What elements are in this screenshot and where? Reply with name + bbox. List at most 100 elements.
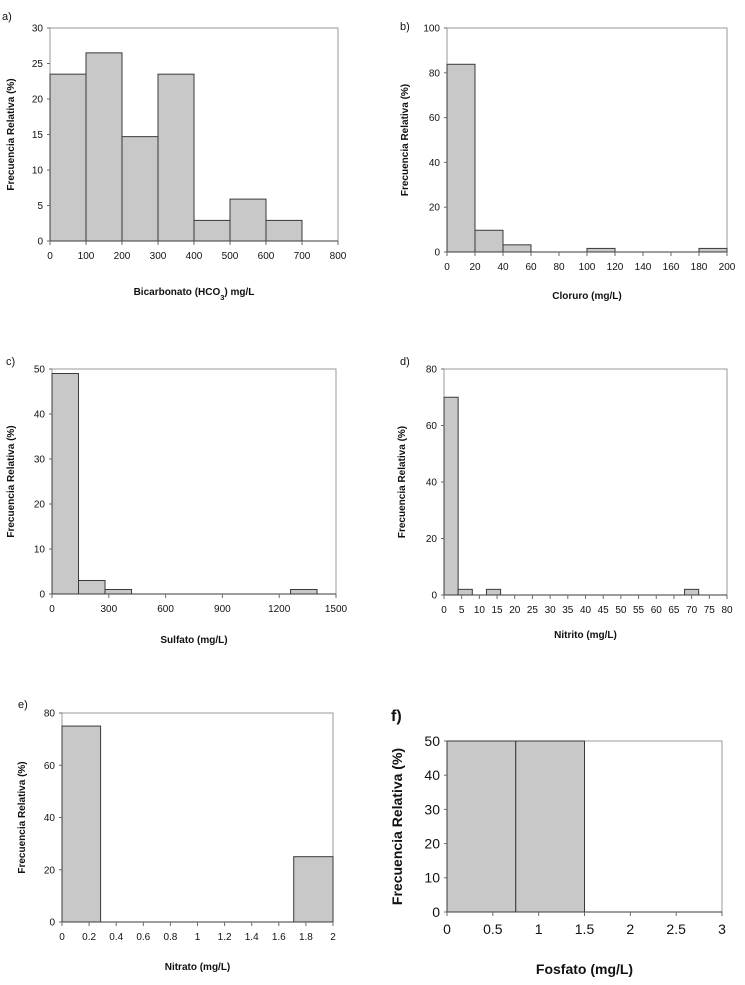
x-tick-label: 0 — [444, 262, 450, 273]
y-tick-label: 60 — [429, 113, 441, 124]
panel-label: c) — [6, 356, 15, 368]
panel-label: a) — [2, 11, 12, 23]
y-tick-label: 30 — [32, 24, 44, 35]
x-tick-label: 100 — [579, 262, 596, 273]
plot-frame — [446, 27, 728, 253]
histogram-bar — [85, 52, 123, 242]
x-tick-label: 1.8 — [299, 932, 313, 943]
x-tick-label: 300 — [100, 604, 117, 615]
y-tick-label: 40 — [34, 410, 46, 421]
y-tick-label: 40 — [429, 158, 441, 169]
y-tick-label: 20 — [32, 95, 44, 106]
histogram-bar — [193, 219, 231, 242]
y-tick-label: 50 — [34, 365, 46, 376]
x-axis-label: Fosfato (mg/L) — [536, 961, 633, 977]
histogram-bar — [485, 588, 502, 596]
histogram-bar — [446, 63, 476, 253]
x-tick-label: 0 — [443, 921, 451, 937]
chart-a: 0 100 200 300 400 500 600 700 800 0 5 10 15 20 25 30 Fre… — [2, 11, 347, 302]
x-axis-label: Nitrito (mg/L) — [554, 630, 617, 641]
x-tick-label: 10 — [474, 605, 486, 616]
histogram-bar — [78, 580, 106, 595]
x-tick-label: 140 — [635, 262, 652, 273]
x-tick-label: 0 — [49, 604, 55, 615]
x-tick-label: 80 — [721, 605, 733, 616]
y-tick-label: 60 — [44, 761, 56, 772]
x-tick-label: 55 — [633, 605, 645, 616]
panel-label: e) — [18, 699, 28, 711]
histogram-bar — [293, 856, 334, 923]
x-tick-label: 15 — [492, 605, 504, 616]
panel-label: f) — [391, 708, 402, 725]
y-tick-label: 0 — [49, 918, 55, 929]
x-tick-label: 65 — [668, 605, 680, 616]
y-axis-label: Frecuencia Relativa (%) — [400, 84, 411, 196]
y-tick-label: 0 — [434, 248, 440, 259]
histogram-bar — [49, 73, 87, 242]
y-tick-label: 0 — [39, 590, 45, 601]
x-tick-label: 80 — [553, 262, 565, 273]
x-tick-label: 800 — [330, 251, 347, 262]
y-tick-label: 0 — [37, 237, 43, 248]
x-tick-label: 1.2 — [218, 932, 232, 943]
plot-frame — [61, 712, 334, 923]
y-tick-label: 40 — [426, 478, 438, 489]
x-tick-label: 600 — [157, 604, 174, 615]
x-tick-label: 400 — [186, 251, 203, 262]
histogram-bar — [121, 136, 159, 242]
histogram-bar — [446, 740, 517, 913]
y-tick-label: 0 — [432, 904, 440, 920]
y-tick-label: 30 — [424, 801, 440, 817]
x-tick-label: 25 — [527, 605, 539, 616]
x-tick-label: 40 — [497, 262, 509, 273]
histogram-bar — [698, 247, 728, 253]
x-tick-label: 30 — [545, 605, 557, 616]
y-tick-label: 20 — [44, 865, 56, 876]
histogram-bar — [457, 588, 473, 596]
x-tick-label: 60 — [651, 605, 663, 616]
x-tick-label: 0 — [441, 605, 447, 616]
histogram-bar — [502, 244, 532, 253]
x-tick-label: 0.5 — [483, 921, 503, 937]
x-tick-label: 600 — [258, 251, 275, 262]
histogram-bar — [290, 589, 318, 595]
panel-label: d) — [400, 356, 410, 368]
y-tick-label: 80 — [429, 68, 441, 79]
y-axis-label: Frecuencia Relativa (%) — [6, 78, 17, 190]
y-axis-label: Frecuencia Relativa (%) — [397, 426, 408, 538]
y-axis-label: Frecuencia Relativa (%) — [17, 761, 28, 873]
chart-b: 0 20 40 60 80 100 120 140 160 180 200 0 20 40 60 80 100 F… — [400, 21, 736, 302]
x-tick-label: 3 — [718, 921, 726, 937]
histogram-bar — [61, 725, 102, 923]
y-tick-label: 30 — [34, 455, 46, 466]
x-tick-label: 2 — [330, 932, 336, 943]
x-tick-label: 2.5 — [666, 921, 686, 937]
x-tick-label: 1.4 — [245, 932, 259, 943]
x-tick-label: 500 — [222, 251, 239, 262]
y-tick-label: 20 — [424, 836, 440, 852]
histogram-bar — [51, 373, 80, 595]
x-tick-label: 20 — [509, 605, 521, 616]
x-tick-label: 20 — [469, 262, 481, 273]
x-tick-label: 40 — [580, 605, 592, 616]
y-tick-label: 40 — [424, 767, 440, 783]
x-tick-label: 2 — [626, 921, 634, 937]
y-tick-label: 20 — [429, 203, 441, 214]
x-tick-label: 0.8 — [163, 932, 177, 943]
y-tick-label: 20 — [34, 500, 46, 511]
x-tick-label: 200 — [719, 262, 736, 273]
x-tick-label: 1.5 — [575, 921, 595, 937]
y-axis-label: Frecuencia Relativa (%) — [389, 748, 405, 905]
chart-d: 0 5 10 15 20 25 30 35 40 45 50 55 60 65 70 75 80 0 20 40 60 8… — [397, 356, 733, 641]
y-tick-label: 60 — [426, 421, 438, 432]
x-tick-label: 120 — [607, 262, 624, 273]
histogram-bar — [265, 219, 303, 242]
x-tick-label: 1 — [535, 921, 543, 937]
x-tick-label: 1500 — [325, 604, 348, 615]
chart-e: 0 0.2 0.4 0.6 0.8 1 1.2 1.4 1.6 1.8 2020406080Frec… — [17, 699, 336, 973]
x-tick-label: 200 — [114, 251, 131, 262]
x-tick-label: 180 — [691, 262, 708, 273]
x-tick-label: 50 — [615, 605, 627, 616]
